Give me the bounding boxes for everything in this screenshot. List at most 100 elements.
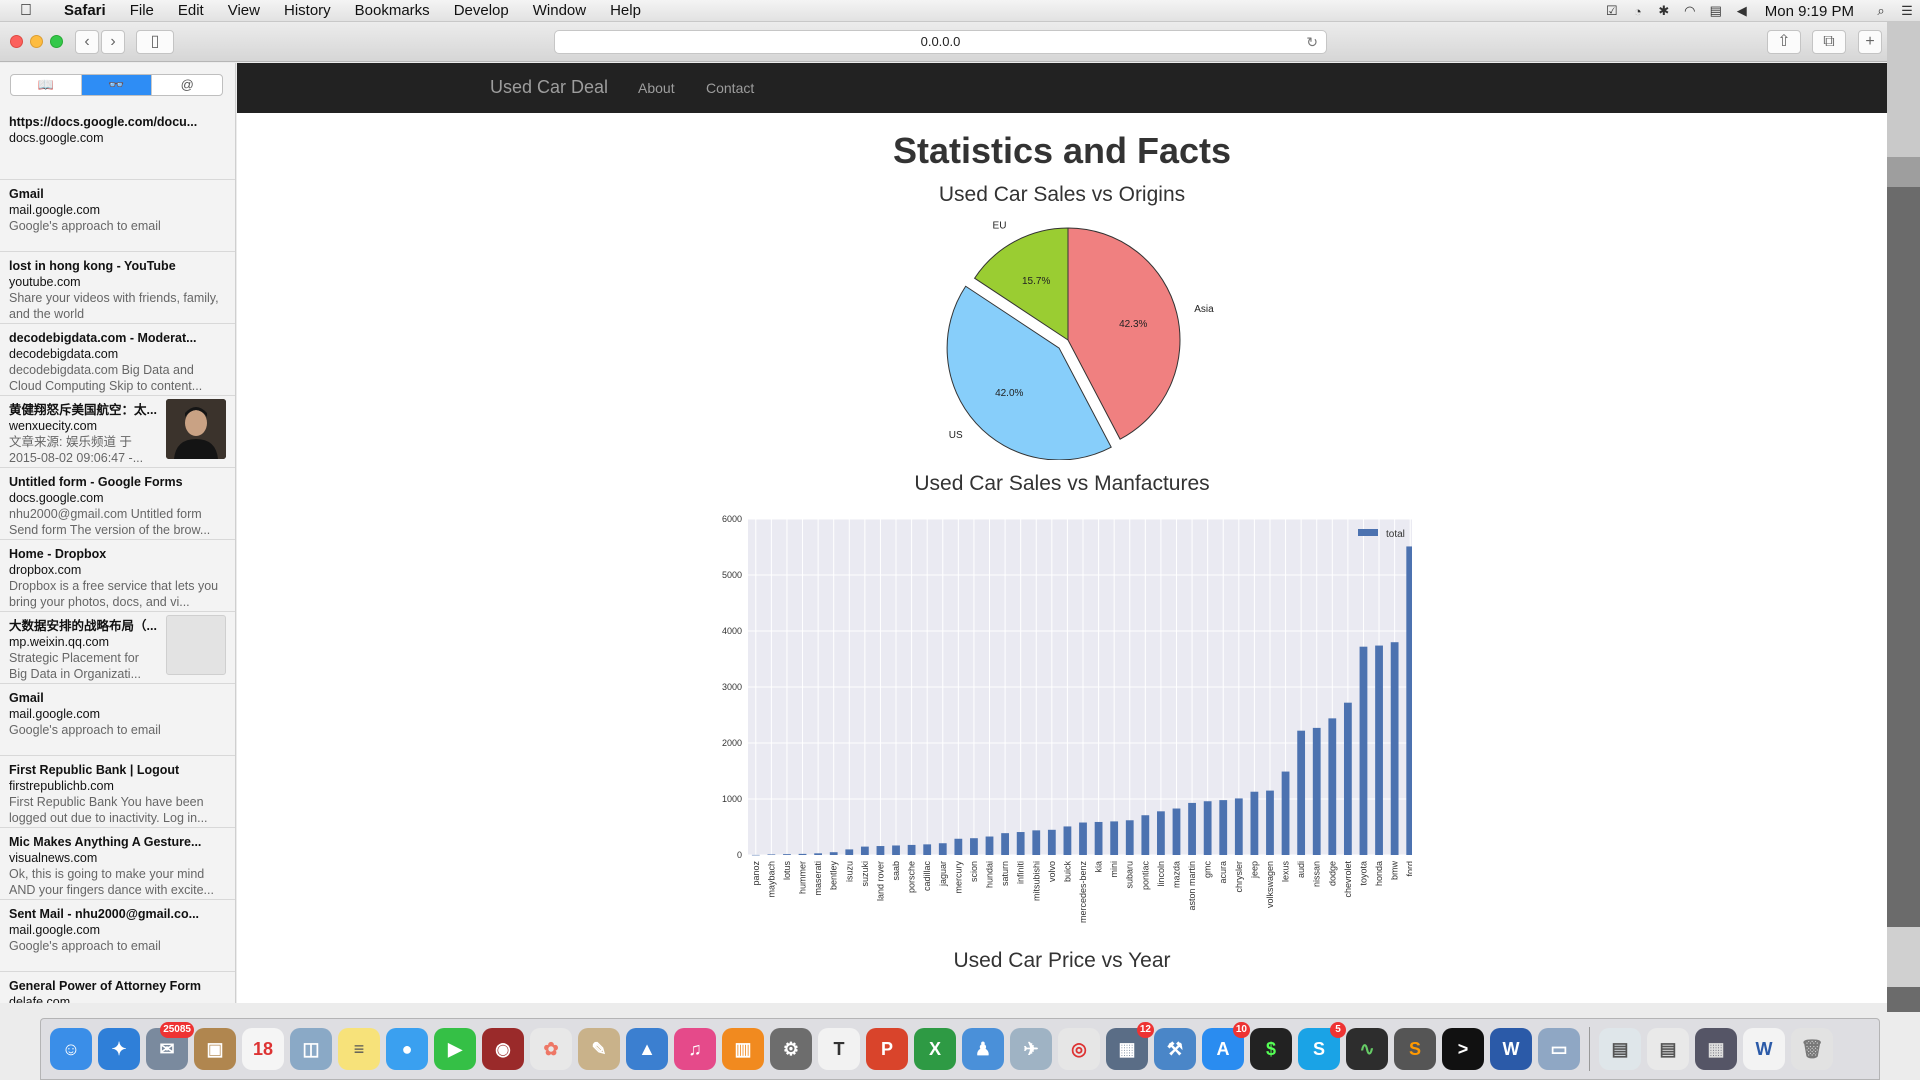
tabs-icon: ⧉ xyxy=(1823,33,1835,50)
reading-list-item[interactable]: Sent Mail - nhu2000@gmail.co... mail.goo… xyxy=(0,900,235,972)
sidebar-icon: ▯ xyxy=(150,33,160,50)
pages-icon[interactable]: ✎ xyxy=(578,1028,620,1070)
share-button[interactable]: ⇧ xyxy=(1767,30,1801,54)
y-tick-label: 2000 xyxy=(722,738,742,748)
bluetooth-icon[interactable]: ✱ xyxy=(1658,3,1670,18)
finder-icon[interactable]: ☺ xyxy=(50,1028,92,1070)
calendar-icon[interactable]: 18 xyxy=(242,1028,284,1070)
reading-list-item[interactable]: 大数据安排的战略布局（... mp.weixin.qq.com Strategi… xyxy=(0,612,235,684)
y-tick-label: 6000 xyxy=(722,514,742,524)
menu-history[interactable]: History xyxy=(283,1,331,19)
window-close-button[interactable] xyxy=(10,35,23,48)
mail-icon[interactable]: ✉ 25085 xyxy=(146,1022,194,1070)
menu-window[interactable]: Window xyxy=(532,1,587,19)
menu-clock[interactable]: Mon 9:19 PM xyxy=(1764,2,1854,20)
bookmarks-tab[interactable]: 📖 xyxy=(11,75,82,95)
window-minimize-button[interactable] xyxy=(30,35,43,48)
reading-list-item[interactable]: 黄健翔怒斥美国航空：太... wenxuecity.com 文章来源: 娱乐频道… xyxy=(0,396,235,468)
sublime-text-icon[interactable]: S xyxy=(1394,1028,1436,1070)
reading-list-item[interactable]: General Power of Attorney Form delafe.co… xyxy=(0,972,235,1003)
lync-icon[interactable]: ♟ xyxy=(962,1028,1004,1070)
nav-contact-link[interactable]: Contact xyxy=(706,80,755,96)
wifi-icon[interactable]: ◠ xyxy=(1684,3,1696,18)
item-domain: dropbox.com xyxy=(9,563,82,577)
reading-list-item[interactable]: decodebigdata.com - Moderat... decodebig… xyxy=(0,324,235,396)
safari-icon[interactable]: ✦ xyxy=(98,1028,140,1070)
preview-icon[interactable]: ◫ xyxy=(290,1028,332,1070)
image-capture-icon[interactable]: ▭ xyxy=(1538,1028,1580,1070)
tabs-overview-button[interactable]: ⧉ xyxy=(1812,30,1846,54)
item-domain: mail.google.com xyxy=(9,923,101,937)
forward-button[interactable]: › xyxy=(101,30,125,54)
checkbox-status-icon[interactable]: ☑ xyxy=(1605,3,1618,18)
address-bar[interactable]: 0.0.0.0 ↻ xyxy=(554,30,1327,54)
menu-edit[interactable]: Edit xyxy=(177,1,204,19)
shared-links-tab[interactable]: @ xyxy=(152,75,222,95)
downloads-stack-icon[interactable]: ▤ xyxy=(1599,1028,1641,1070)
time-machine-icon[interactable]: ◔ xyxy=(1633,3,1642,19)
terminal-green-icon[interactable]: $ xyxy=(1250,1028,1292,1070)
terminal-icon[interactable]: > xyxy=(1442,1028,1484,1070)
menu-file[interactable]: File xyxy=(129,1,154,19)
document-stack-icon[interactable]: ▤ xyxy=(1647,1028,1689,1070)
launchpad-icon[interactable]: ▦ 12 xyxy=(1106,1022,1154,1070)
site-brand-link[interactable]: Used Car Deal xyxy=(490,77,609,97)
app-store-icon[interactable]: A 10 xyxy=(1202,1022,1250,1070)
word-icon[interactable]: W xyxy=(1490,1028,1532,1070)
notification-center-icon[interactable]: ☰ xyxy=(1901,3,1913,18)
xcode-icon[interactable]: ⚒ xyxy=(1154,1028,1196,1070)
reading-list-tab[interactable]: 👓 xyxy=(81,75,153,95)
system-preferences-icon[interactable]: ⚙ xyxy=(770,1028,812,1070)
apple-menu-icon[interactable]:  xyxy=(0,2,52,20)
reading-list-item[interactable]: Untitled form - Google Forms docs.google… xyxy=(0,468,235,540)
bar xyxy=(1141,815,1150,855)
word-doc-stack-icon[interactable]: W xyxy=(1743,1028,1785,1070)
menu-app-name[interactable]: Safari xyxy=(64,1,106,19)
reading-list-item[interactable]: Gmail mail.google.com Google's approach … xyxy=(0,180,235,252)
trash-icon[interactable]: 🗑 xyxy=(1791,1028,1833,1070)
keynote-icon[interactable]: ▲ xyxy=(626,1028,668,1070)
flag-icon[interactable]: ▤ xyxy=(1709,3,1722,18)
bar xyxy=(892,845,900,855)
powerpoint-icon[interactable]: P xyxy=(866,1028,908,1070)
folder-stack-icon[interactable]: ▦ xyxy=(1695,1028,1737,1070)
reading-list-item[interactable]: First Republic Bank | Logout firstrepubl… xyxy=(0,756,235,828)
bar xyxy=(1359,646,1368,855)
activity-monitor-icon[interactable]: ∿ xyxy=(1346,1028,1388,1070)
reading-list-item[interactable]: lost in hong kong - YouTube youtube.com … xyxy=(0,252,235,324)
new-tab-button[interactable]: + xyxy=(1858,30,1882,54)
reading-list-item[interactable]: Mic Makes Anything A Gesture... visualne… xyxy=(0,828,235,900)
photo-booth-icon[interactable]: ◉ xyxy=(482,1028,524,1070)
photos-icon[interactable]: ✿ xyxy=(530,1028,572,1070)
sidebar-toggle-button[interactable]: ▯ xyxy=(136,30,174,54)
facetime-icon[interactable]: ▶ xyxy=(434,1028,476,1070)
reading-list-item[interactable]: Gmail mail.google.com Google's approach … xyxy=(0,684,235,756)
back-button[interactable]: ‹ xyxy=(75,30,99,54)
rescue-icon[interactable]: ✈ xyxy=(1010,1028,1052,1070)
window-zoom-button[interactable] xyxy=(50,35,63,48)
pie-value-label: 42.3% xyxy=(1119,319,1147,330)
excel-icon[interactable]: X xyxy=(914,1028,956,1070)
nav-about-link[interactable]: About xyxy=(638,80,675,96)
bar xyxy=(1390,642,1399,855)
pie-value-label: 42.0% xyxy=(995,388,1023,399)
menu-help[interactable]: Help xyxy=(610,1,641,19)
reading-list-item[interactable]: https://docs.google.com/docu... docs.goo… xyxy=(0,108,235,180)
ibooks-icon[interactable]: ▥ xyxy=(722,1028,764,1070)
chrome-icon[interactable]: ◎ xyxy=(1058,1028,1100,1070)
x-tick-label: bmw xyxy=(1390,861,1400,881)
menu-view[interactable]: View xyxy=(227,1,260,19)
menu-develop[interactable]: Develop xyxy=(453,1,509,19)
menu-bookmarks[interactable]: Bookmarks xyxy=(354,1,430,19)
reading-list-item[interactable]: Home - Dropbox dropbox.com Dropbox is a … xyxy=(0,540,235,612)
messages-icon[interactable]: ● xyxy=(386,1028,428,1070)
reload-icon[interactable]: ↻ xyxy=(1306,34,1318,50)
spotlight-search-icon[interactable]: ⌕ xyxy=(1877,3,1885,18)
item-title: lost in hong kong - YouTube xyxy=(9,259,176,273)
textedit-icon[interactable]: T xyxy=(818,1028,860,1070)
itunes-icon[interactable]: ♫ xyxy=(674,1028,716,1070)
notes-icon[interactable]: ≡ xyxy=(338,1028,380,1070)
contacts-icon[interactable]: ▣ xyxy=(194,1028,236,1070)
volume-icon[interactable]: ◀ xyxy=(1736,3,1747,18)
